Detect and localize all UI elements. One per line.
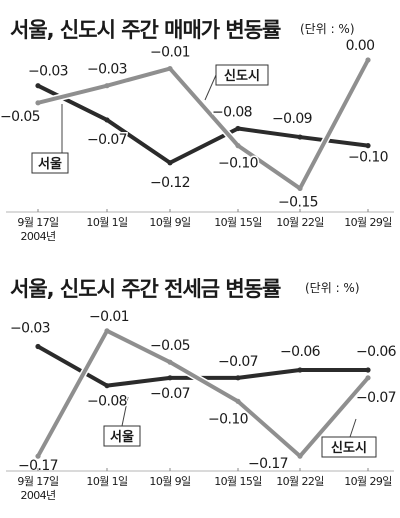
data-label: −0.05 — [150, 338, 190, 354]
legend-seoul: 서울 — [31, 152, 69, 174]
x-tick-label: 10월 22일 — [276, 474, 324, 488]
legend-callout-line — [349, 418, 357, 438]
data-point — [167, 160, 173, 166]
x-tick-label: 10월 9일 — [149, 474, 191, 488]
data-label: −0.03 — [10, 321, 50, 337]
data-point — [35, 453, 41, 459]
data-label: −0.17 — [248, 456, 288, 472]
series-line-seoul — [36, 83, 370, 165]
data-point — [104, 117, 110, 123]
line-chart-sale-price: −0.03 −0.07 −0.12 −0.08 −0.09 −0.10 −0.05 −0.03… — [0, 37, 394, 243]
x-tick-label: 10월 15일 — [214, 474, 262, 488]
data-label: −0.01 — [89, 309, 129, 325]
data-label: −0.07 — [218, 354, 258, 370]
divider — [0, 258, 400, 259]
x-tick-label: 10월 1일 — [86, 474, 128, 488]
data-label: −0.12 — [150, 175, 190, 191]
data-label: −0.03 — [28, 64, 68, 80]
x-tick-label: 10월 15일 — [214, 215, 262, 229]
legend-new-town: 신도시 — [215, 64, 269, 86]
x-tick-label: 10월 1일 — [86, 215, 128, 229]
data-point — [35, 83, 41, 89]
data-point — [235, 143, 241, 149]
x-tick-label: 10월 29일 — [344, 474, 392, 488]
x-tick-label: 9월 17일 — [17, 215, 59, 229]
chart-panel-jeonse-deposit: 서울, 신도시 주간 전세금 변동률 (단위 : %) −0.03 −0.08 −0… — [0, 259, 400, 518]
data-point — [35, 100, 41, 106]
legend-label: 신도시 — [331, 441, 367, 456]
chart-title: 서울, 신도시 주간 매매가 변동률 — [10, 18, 281, 42]
legend-new-town: 신도시 — [321, 436, 377, 458]
data-point — [297, 185, 303, 192]
data-label: −0.06 — [280, 344, 321, 360]
data-point — [365, 367, 371, 373]
data-label: −0.03 — [87, 62, 127, 78]
data-point — [235, 375, 241, 381]
data-label: −0.08 — [212, 105, 252, 121]
x-tick-label: 9월 17일 — [17, 474, 59, 488]
data-point — [104, 383, 110, 389]
legend-box — [31, 152, 69, 174]
legend-box — [103, 425, 141, 447]
legend-callout-line — [121, 396, 129, 427]
legend-callout-line — [204, 74, 217, 101]
series-line-new-town — [36, 328, 370, 459]
line-chart-jeonse-deposit: −0.03 −0.08 −0.07 −0.07 −0.06 −0.06 −0.17 −0.01… — [6, 307, 399, 502]
unit-label: (단위 : %) — [305, 281, 360, 295]
legend-box — [321, 436, 377, 458]
series-line-new-town — [36, 58, 370, 191]
unit-label: (단위 : %) — [300, 22, 355, 36]
data-point — [167, 65, 173, 72]
data-label: −0.05 — [0, 109, 40, 125]
data-point — [297, 134, 303, 140]
data-label: −0.17 — [18, 458, 58, 474]
data-label: −0.10 — [208, 411, 248, 427]
year-label: 2004년 — [20, 489, 55, 502]
chart-title: 서울, 신도시 주간 전세금 변동률 — [10, 277, 281, 301]
data-label: −0.10 — [218, 156, 258, 172]
data-point — [104, 328, 110, 334]
legend-box — [215, 64, 269, 86]
legend-label: 신도시 — [224, 69, 260, 84]
x-tick-label: 10월 9일 — [149, 215, 191, 229]
data-point — [167, 359, 173, 365]
data-point — [104, 83, 110, 89]
data-point — [297, 367, 303, 373]
data-label: −0.06 — [356, 344, 397, 360]
data-point — [297, 453, 303, 459]
legend-label: 서울 — [110, 429, 134, 445]
data-point — [35, 343, 41, 350]
data-label: −0.15 — [278, 194, 318, 210]
data-label: 0.00 — [346, 38, 375, 54]
data-point — [167, 375, 173, 381]
data-point — [365, 375, 371, 381]
x-tick-label: 10월 29일 — [344, 215, 392, 229]
year-label: 2004년 — [20, 230, 55, 243]
data-label: −0.07 — [87, 132, 127, 148]
data-label: −0.01 — [150, 45, 190, 61]
x-tick-label: 10월 22일 — [276, 215, 324, 229]
legend-label: 서울 — [38, 156, 62, 172]
series-halo — [34, 56, 372, 192]
data-label: −0.07 — [150, 386, 190, 402]
data-label: −0.08 — [87, 394, 127, 410]
data-label: −0.09 — [272, 111, 312, 127]
data-point — [365, 57, 371, 63]
data-point — [365, 143, 371, 149]
legend-seoul: 서울 — [103, 425, 141, 447]
data-label: −0.10 — [348, 150, 388, 166]
data-point — [235, 125, 241, 132]
data-point — [235, 398, 241, 404]
data-label: −0.07 — [356, 390, 396, 406]
chart-panel-sale-price: 서울, 신도시 주간 매매가 변동률 (단위 : %) −0.03 −0.07 −0… — [0, 18, 394, 243]
